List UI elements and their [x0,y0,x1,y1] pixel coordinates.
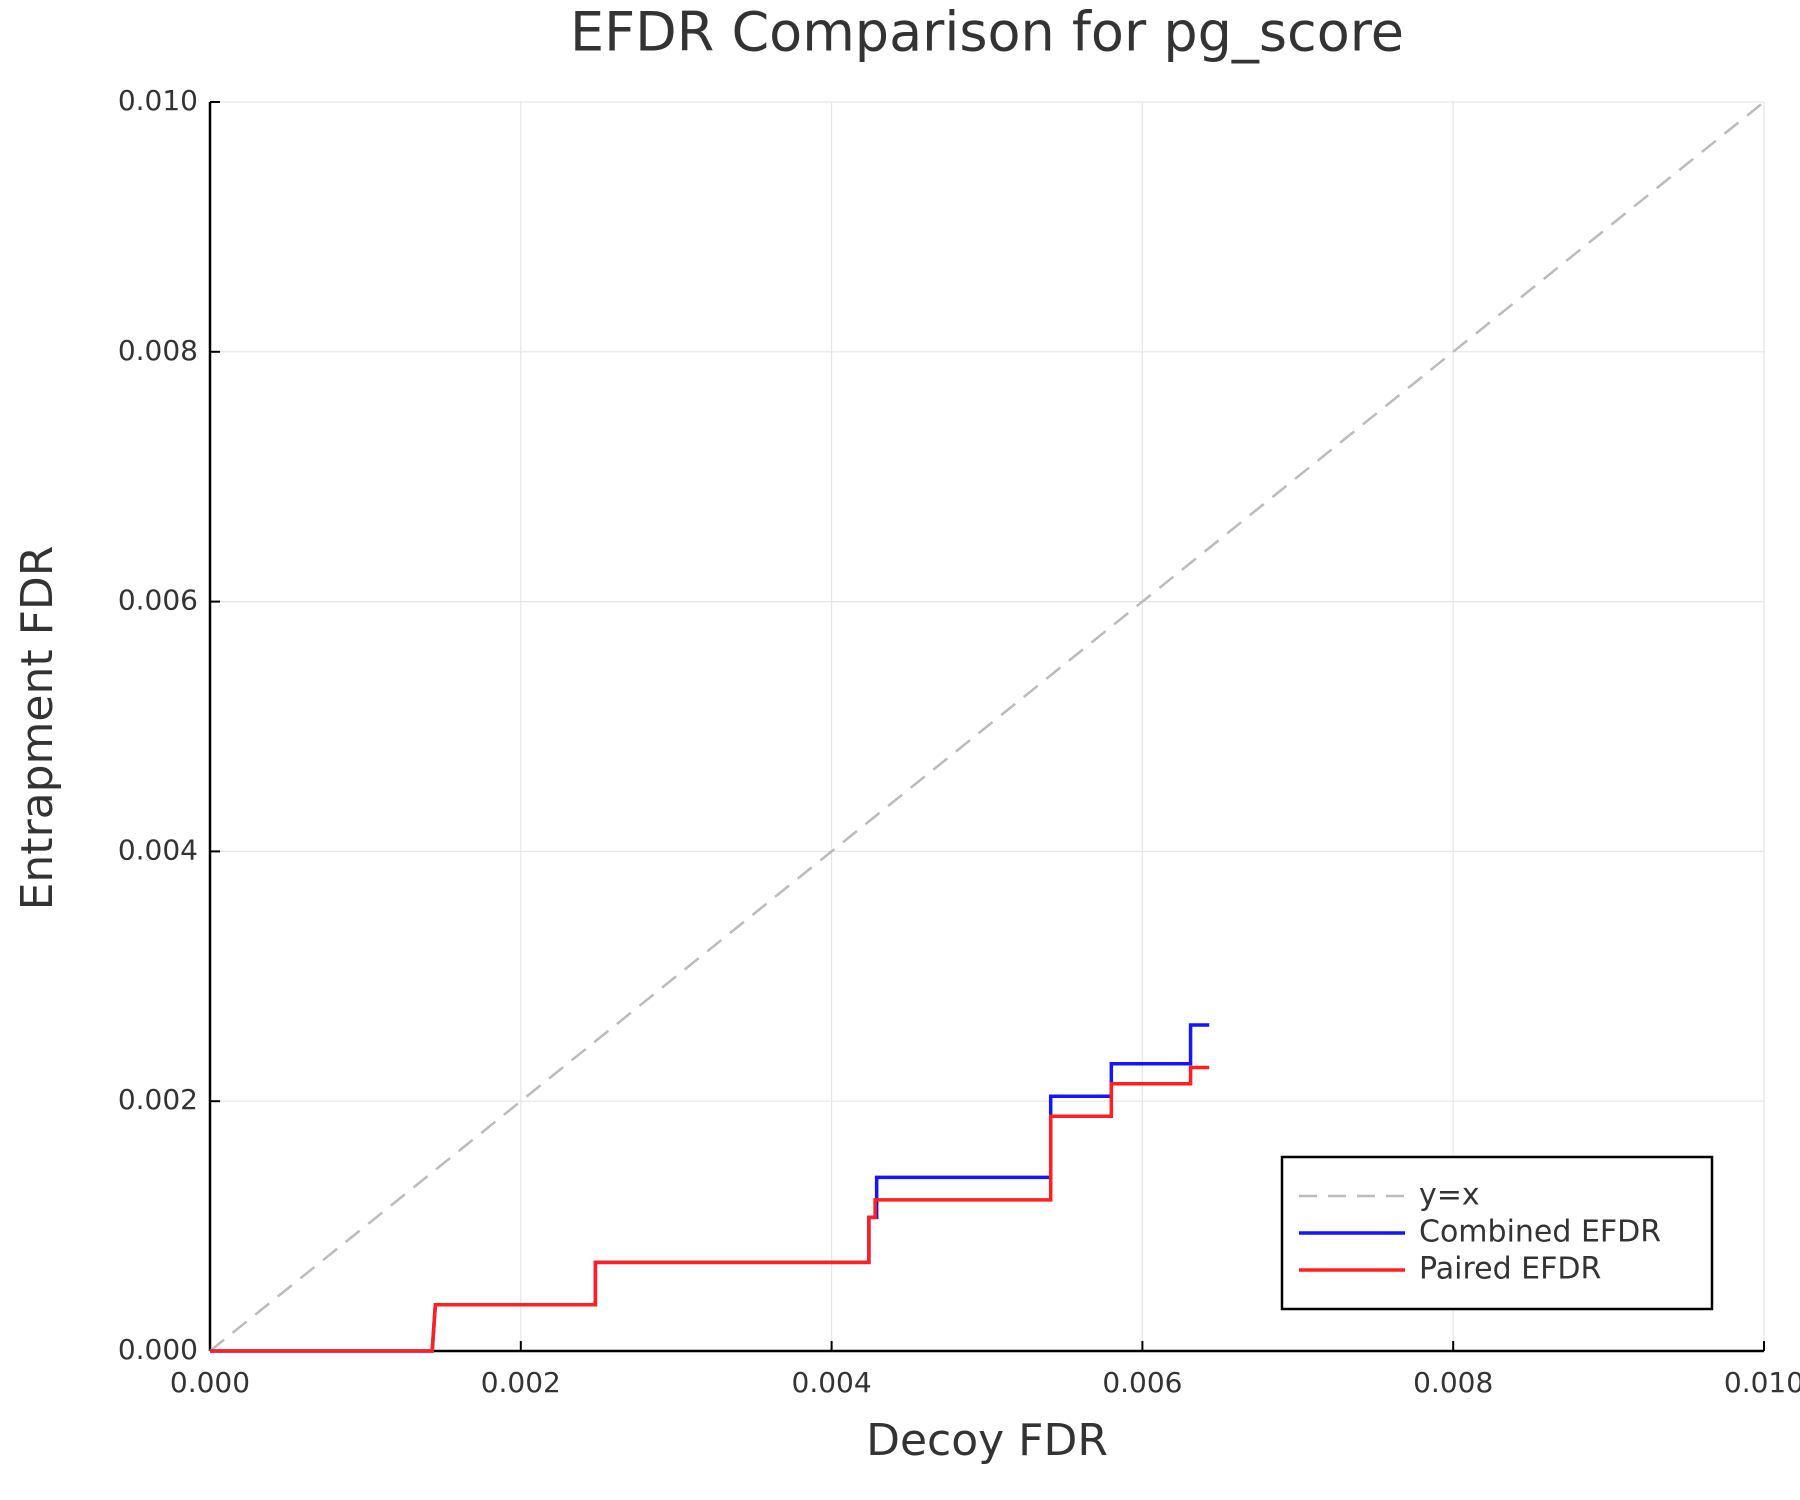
series-line [210,1065,1210,1353]
y-tick-label: 0.000 [118,1333,198,1366]
y-tick-label: 0.008 [118,334,198,367]
y-tick-label: 0.010 [118,84,198,117]
legend-label: Combined EFDR [1419,1215,1661,1250]
legend-label: y=x [1419,1178,1480,1213]
x-tick-label: 0.006 [1102,1366,1182,1399]
x-tick-label: 0.002 [481,1366,561,1399]
y-tick-label: 0.004 [118,833,198,866]
x-tick-label: 0.008 [1413,1366,1493,1399]
x-axis-label: Decoy FDR [866,1415,1108,1466]
y-axis-label: Entrapment FDR [12,546,63,911]
chart-title: EFDR Comparison for pg_score [570,1,1404,64]
legend-label: Paired EFDR [1419,1252,1601,1287]
x-tick-label: 0.004 [792,1366,872,1399]
y-tick-label: 0.002 [118,1083,198,1116]
series-line [209,101,1765,1352]
y-tick-label: 0.006 [118,584,198,617]
x-tick-label: 0.010 [1724,1366,1800,1399]
series-line [210,1023,1210,1353]
x-tick-label: 0.000 [170,1366,250,1399]
